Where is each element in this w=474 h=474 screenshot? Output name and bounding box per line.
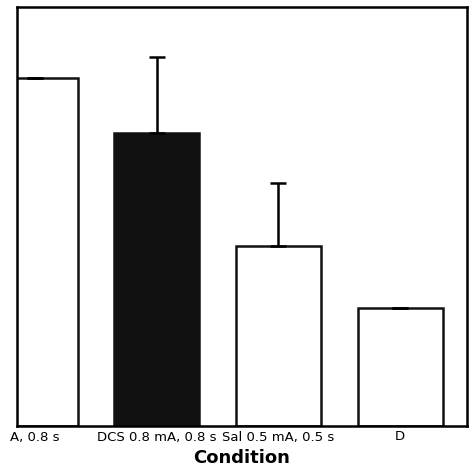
Bar bbox=[114, 133, 200, 426]
Bar bbox=[0, 78, 78, 426]
Bar bbox=[236, 246, 321, 426]
Bar bbox=[357, 309, 443, 426]
X-axis label: Condition: Condition bbox=[193, 449, 291, 467]
